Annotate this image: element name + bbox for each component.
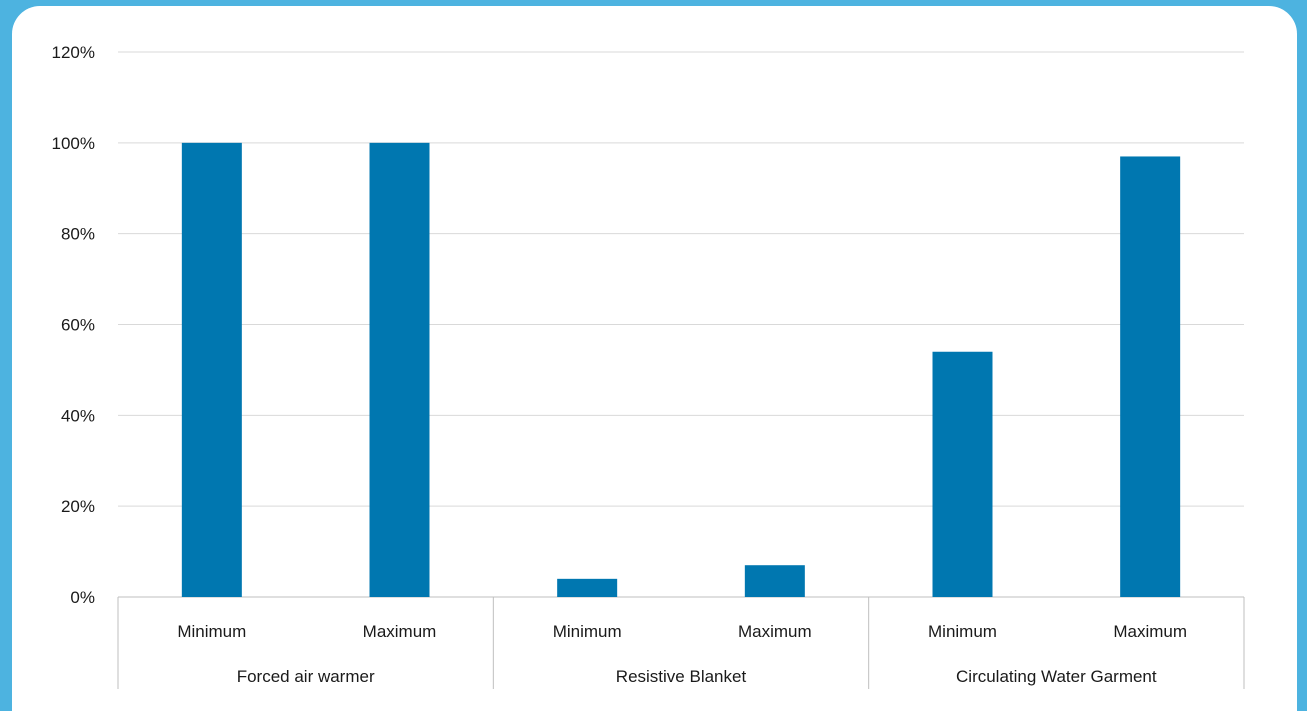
y-tick-label: 100% (52, 134, 95, 153)
x-category-label: Minimum (928, 622, 997, 641)
y-tick-label: 0% (70, 588, 95, 607)
bar (1120, 156, 1181, 598)
x-group-label: Circulating Water Garment (956, 667, 1157, 686)
y-tick-label: 120% (52, 43, 95, 62)
x-category-label: Minimum (177, 622, 246, 641)
x-category-label: Maximum (1113, 622, 1187, 641)
x-group-label: Forced air warmer (237, 667, 375, 686)
x-category-label: Maximum (738, 622, 812, 641)
bar (744, 565, 805, 597)
y-tick-label: 20% (61, 497, 95, 516)
y-tick-label: 60% (61, 316, 95, 335)
bar (557, 578, 618, 597)
y-tick-label: 40% (61, 406, 95, 425)
x-category-label: Maximum (363, 622, 437, 641)
x-category-label: Minimum (553, 622, 622, 641)
bar (932, 351, 993, 597)
x-group-label: Resistive Blanket (616, 667, 747, 686)
bar (369, 142, 430, 598)
y-tick-label: 80% (61, 225, 95, 244)
bar (181, 142, 242, 598)
